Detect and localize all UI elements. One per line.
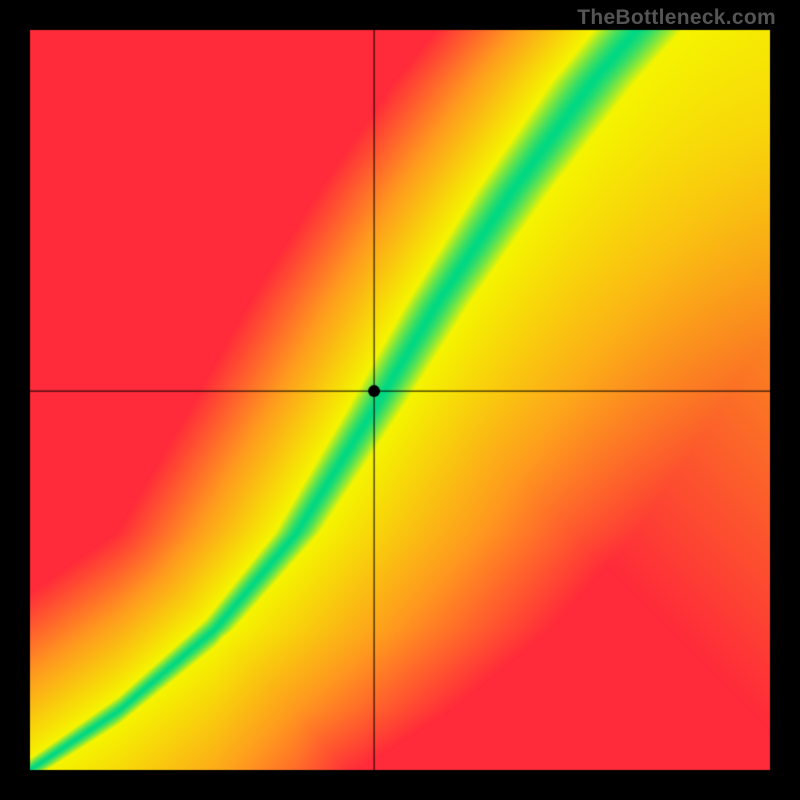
watermark-text: TheBottleneck.com (577, 6, 776, 30)
heatmap-canvas (0, 0, 800, 800)
chart-container: TheBottleneck.com (0, 0, 800, 800)
